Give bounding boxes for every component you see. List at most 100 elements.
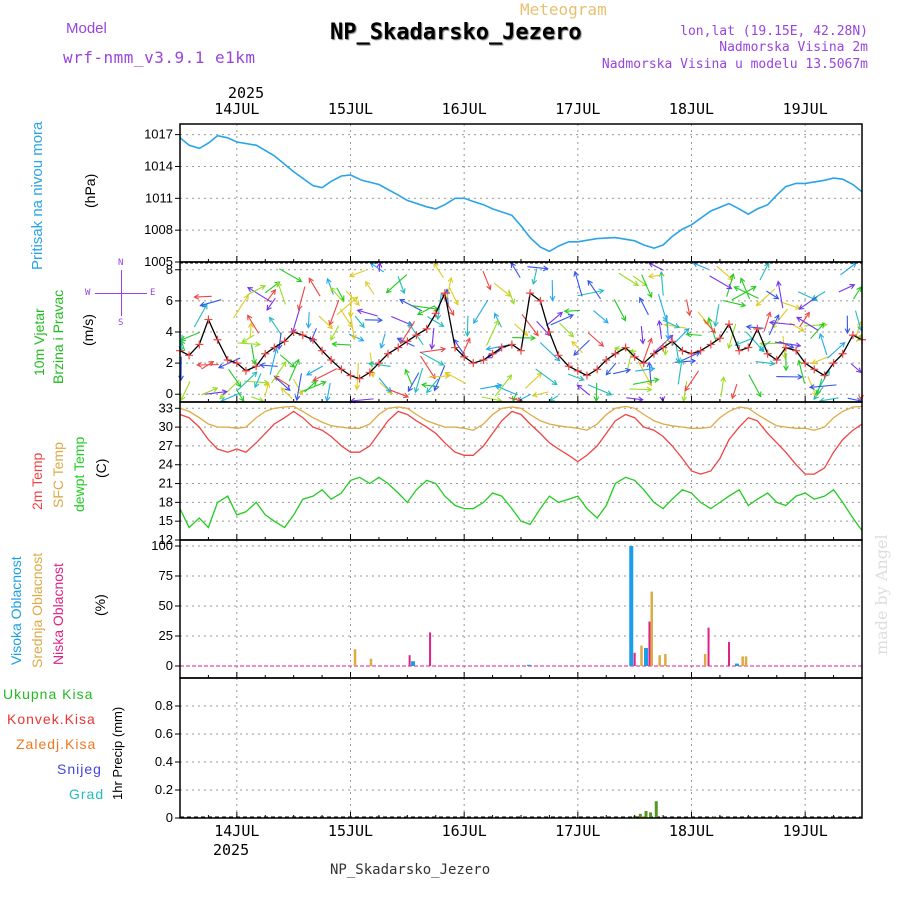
wind-point-marker bbox=[252, 362, 261, 371]
wind-arrow-head bbox=[473, 318, 479, 325]
y-tick-label: 4 bbox=[166, 324, 173, 339]
wind-vector-arrow bbox=[798, 360, 806, 384]
model-label: Model bbox=[66, 20, 107, 37]
wind-vector-arrow bbox=[692, 262, 709, 270]
wind-arrow-head bbox=[533, 330, 539, 337]
wind-vector-arrow bbox=[798, 296, 818, 310]
wind-vector-arrow bbox=[613, 369, 631, 375]
wind-arrow-head bbox=[755, 300, 762, 307]
wind-arrow-head bbox=[818, 322, 825, 329]
wind-vector-arrow bbox=[473, 299, 489, 324]
wind-point-marker bbox=[412, 331, 421, 340]
precip-panel-frame bbox=[179, 677, 863, 819]
wind-point-marker bbox=[753, 324, 762, 333]
compass-e: E bbox=[150, 288, 156, 298]
wind-vector-arrow bbox=[686, 333, 702, 336]
wind-vector-arrow bbox=[368, 362, 391, 367]
y-tick-label: 75 bbox=[159, 568, 173, 583]
wind-vector-arrow bbox=[573, 339, 590, 356]
wind-vector-arrow bbox=[269, 317, 282, 336]
wind-arrow-head bbox=[685, 331, 692, 338]
wind-arrow-head bbox=[367, 361, 374, 367]
wind-vector-arrow bbox=[728, 323, 737, 349]
wind-vector-arrow bbox=[399, 299, 423, 312]
wind-arrow-head bbox=[296, 276, 303, 283]
wind-arrow-head bbox=[326, 277, 332, 284]
wind-vector-arrow bbox=[350, 294, 352, 317]
wind-vector-arrow bbox=[201, 387, 218, 396]
wind-arrow-head bbox=[416, 310, 423, 316]
wind-vector-arrow bbox=[411, 305, 439, 310]
wind-arrow-head bbox=[464, 331, 471, 337]
wind-arrow-head bbox=[251, 359, 257, 366]
wind-vector-arrow bbox=[277, 282, 286, 305]
wind-arrow-head bbox=[557, 311, 564, 318]
wind-arrow-head bbox=[808, 384, 815, 390]
wind-arrow-head bbox=[647, 292, 653, 299]
wind-vector-arrow bbox=[675, 343, 680, 363]
y-tick-label: 8 bbox=[166, 262, 173, 277]
y-tick-label: 50 bbox=[159, 598, 173, 613]
wind-arrow-head bbox=[306, 370, 313, 376]
y-tick-label: 0 bbox=[166, 658, 173, 673]
wind-vector-arrow bbox=[564, 309, 580, 312]
wind-point-marker bbox=[593, 365, 602, 374]
wind-vector-arrow bbox=[853, 286, 862, 300]
wind-vector-arrow bbox=[299, 381, 326, 393]
wind-point-marker bbox=[573, 366, 582, 375]
wind-vector-arrow bbox=[233, 294, 249, 319]
wind-vector-arrow bbox=[495, 385, 518, 396]
wind-vector-arrow bbox=[466, 315, 469, 336]
bottom-date-label: 19JUL bbox=[783, 822, 828, 840]
wind-point-marker bbox=[649, 349, 658, 358]
wind-vector-arrow bbox=[756, 288, 776, 306]
y-tick-label: 24 bbox=[159, 457, 173, 472]
wind-vector-arrow bbox=[378, 377, 392, 393]
wind-point-marker bbox=[195, 340, 204, 349]
wind-vector-arrow bbox=[574, 271, 583, 297]
wind-arrow-head bbox=[440, 346, 447, 353]
wind-vector-arrow bbox=[247, 287, 272, 303]
cloud-bar bbox=[369, 658, 373, 666]
bottom-date-label: 15JUL bbox=[328, 822, 373, 840]
y-tick-label: 2 bbox=[166, 355, 173, 370]
precip-bar bbox=[654, 801, 658, 818]
wind-vector-arrow bbox=[587, 280, 602, 300]
wind-arrow-head bbox=[260, 285, 267, 291]
wind-arrow-head bbox=[241, 337, 248, 343]
wind-point-marker bbox=[696, 346, 705, 355]
wind-arrow-head bbox=[625, 367, 632, 374]
bottom-date-label: 18JUL bbox=[669, 822, 714, 840]
wind-arrow-head bbox=[509, 298, 516, 305]
wind-vector-arrow bbox=[446, 277, 452, 299]
wind-point-marker bbox=[261, 349, 270, 358]
wind-arrow-head bbox=[774, 313, 780, 321]
wind-arrow-head bbox=[839, 341, 846, 348]
wind-vector-arrow bbox=[549, 395, 559, 402]
wind-arrow-head bbox=[769, 360, 776, 367]
wind-vector-arrow bbox=[306, 365, 324, 376]
wind-vector-arrow bbox=[510, 262, 521, 278]
wind-vector-arrow bbox=[247, 285, 266, 296]
wind-vector-arrow bbox=[703, 319, 716, 334]
wind-arrow-head bbox=[254, 341, 261, 348]
wind-vector-arrow bbox=[386, 274, 408, 294]
wind-vector-arrow bbox=[380, 333, 386, 349]
wind-arrow-head bbox=[665, 334, 672, 341]
wind-speed-line bbox=[179, 290, 863, 380]
wind-arrow-head bbox=[449, 310, 455, 317]
wind-vector-arrow bbox=[539, 342, 560, 362]
wind-arrow-head bbox=[485, 345, 492, 352]
wind-arrow-head bbox=[551, 379, 558, 386]
wind-vector-arrow bbox=[260, 364, 278, 367]
compass-s: S bbox=[118, 318, 124, 328]
wind-vector-arrow bbox=[521, 313, 539, 336]
wind-vector-arrow bbox=[567, 373, 585, 381]
wind-vector-arrow bbox=[449, 287, 459, 306]
wind-arrow-head bbox=[758, 346, 765, 353]
y-tick-label: 12 bbox=[159, 532, 173, 547]
wind-vector-arrow bbox=[632, 378, 659, 385]
wind-vector-arrow bbox=[850, 363, 862, 373]
cloud-bar bbox=[629, 546, 634, 666]
wind-vector-arrow bbox=[731, 286, 756, 301]
